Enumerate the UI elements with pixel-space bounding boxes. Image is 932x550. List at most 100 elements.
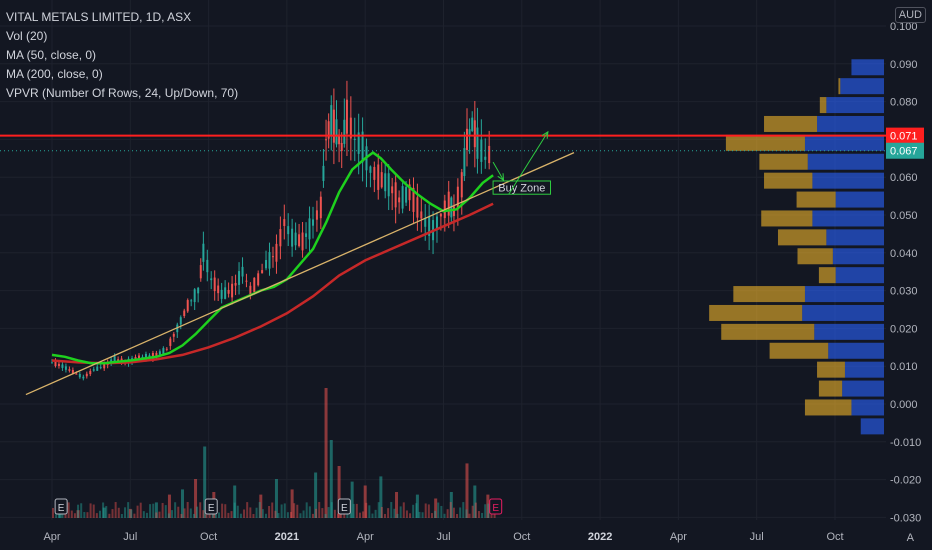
volume-bar <box>346 511 349 518</box>
candle-body <box>158 351 161 355</box>
volume-bar <box>421 512 424 518</box>
volume-bar <box>374 509 377 518</box>
volume-bar <box>189 508 192 518</box>
volume-profile-down-bar <box>721 323 815 340</box>
y-tick-label: 0.030 <box>890 286 918 298</box>
volume-bar <box>73 513 76 518</box>
volume-profile-down-bar <box>733 286 805 303</box>
volume-bar <box>155 512 158 518</box>
volume-bar <box>465 509 468 518</box>
arrow-head <box>497 173 505 182</box>
candle-body <box>78 374 81 378</box>
volume-bar <box>314 472 318 518</box>
ma200-indicator-label[interactable]: MA (200, close, 0) <box>6 67 103 81</box>
candle-body <box>439 213 442 217</box>
volume-profile-up-bar <box>812 210 884 227</box>
x-tick-label: 2021 <box>275 531 299 543</box>
volume-bar <box>352 503 355 518</box>
candle-body <box>257 273 260 286</box>
candle-body <box>384 173 387 192</box>
volume-bar <box>271 502 274 518</box>
volume-profile-up-bar <box>860 418 884 435</box>
volume-profile-up-bar <box>804 286 884 303</box>
volume-bar <box>311 513 314 518</box>
volume-bar <box>305 502 308 518</box>
x-tick-label: Jul <box>123 531 137 543</box>
price-label: 0.071 <box>890 131 918 143</box>
ma50-line <box>51 151 494 365</box>
y-tick-label: 0.050 <box>890 210 918 222</box>
candle-body <box>420 211 423 219</box>
ma50-indicator-label[interactable]: MA (50, close, 0) <box>6 48 97 62</box>
volume-bar <box>280 504 283 518</box>
currency-badge[interactable]: AUD <box>894 7 926 23</box>
candle-body <box>312 219 314 226</box>
candle-body <box>452 206 455 217</box>
volume-bar <box>246 502 249 518</box>
y-tick-label: 0.100 <box>890 21 918 33</box>
volume-bar <box>380 506 383 518</box>
auto-scale-button[interactable]: A <box>906 532 914 544</box>
price-label-box <box>886 142 924 159</box>
candle-body <box>217 285 220 294</box>
volume-bar <box>383 513 386 518</box>
volume-bar <box>290 489 294 518</box>
volume-bar <box>95 513 98 518</box>
volume-bar <box>221 503 224 518</box>
volume-bar <box>264 513 267 518</box>
volume-bar <box>459 507 462 518</box>
volume-bar <box>415 494 419 518</box>
earnings-marker <box>489 498 503 515</box>
volume-bar <box>117 507 120 518</box>
x-tick-label: Oct <box>826 531 843 543</box>
volume-bar <box>258 502 261 518</box>
volume-bar <box>409 513 412 518</box>
volume-profile-down-bar <box>764 172 813 189</box>
candle-body <box>144 353 147 360</box>
volume-profile-up-bar <box>835 267 884 284</box>
volume-bar <box>224 504 227 518</box>
volume-bar <box>239 513 242 518</box>
price-axis <box>886 0 932 550</box>
candle-body <box>294 232 297 246</box>
candle-body <box>231 283 234 298</box>
candle-body <box>197 287 200 294</box>
volume-bar <box>252 513 255 518</box>
volume-bar <box>490 512 493 518</box>
volume-bar <box>124 507 127 518</box>
candle-body <box>117 359 120 361</box>
volume-bar <box>181 489 184 518</box>
candle-body <box>57 363 60 366</box>
candle-body <box>428 216 431 236</box>
candle-body <box>325 139 328 141</box>
candle-body <box>172 333 175 337</box>
volume-indicator-label[interactable]: Vol (20) <box>6 29 48 43</box>
volume-bar <box>277 513 280 518</box>
ma200-line <box>51 202 494 365</box>
symbol-title[interactable]: VITAL METALS LIMITED, 1D, ASX <box>6 10 192 24</box>
volume-bar <box>449 502 452 518</box>
volume-bar <box>363 485 367 518</box>
candle-body <box>148 355 151 357</box>
y-tick-label: 0.090 <box>890 59 918 71</box>
x-tick-label: Oct <box>513 531 530 543</box>
volume-bar <box>493 511 496 518</box>
volume-bar <box>350 481 354 518</box>
earnings-marker-label: E <box>58 503 65 514</box>
candle-body <box>234 282 237 286</box>
volume-profile-up-bar <box>828 342 884 359</box>
earnings-marker-label: E <box>341 503 348 514</box>
volume-bar <box>362 511 365 518</box>
volume-bar <box>217 512 220 518</box>
candle-body <box>327 121 330 139</box>
volume-profile-up-bar <box>826 229 884 246</box>
volume-bar <box>199 502 202 518</box>
arrow-line <box>508 131 549 195</box>
volume-profile-down-bar <box>818 267 836 284</box>
volume-bar <box>465 463 469 518</box>
volume-bar <box>337 513 340 518</box>
vpvr-indicator-label[interactable]: VPVR (Number Of Rows, 24, Up/Down, 70) <box>6 86 239 100</box>
volume-profile-down-bar <box>777 229 827 246</box>
y-tick-label: -0.030 <box>890 512 921 524</box>
